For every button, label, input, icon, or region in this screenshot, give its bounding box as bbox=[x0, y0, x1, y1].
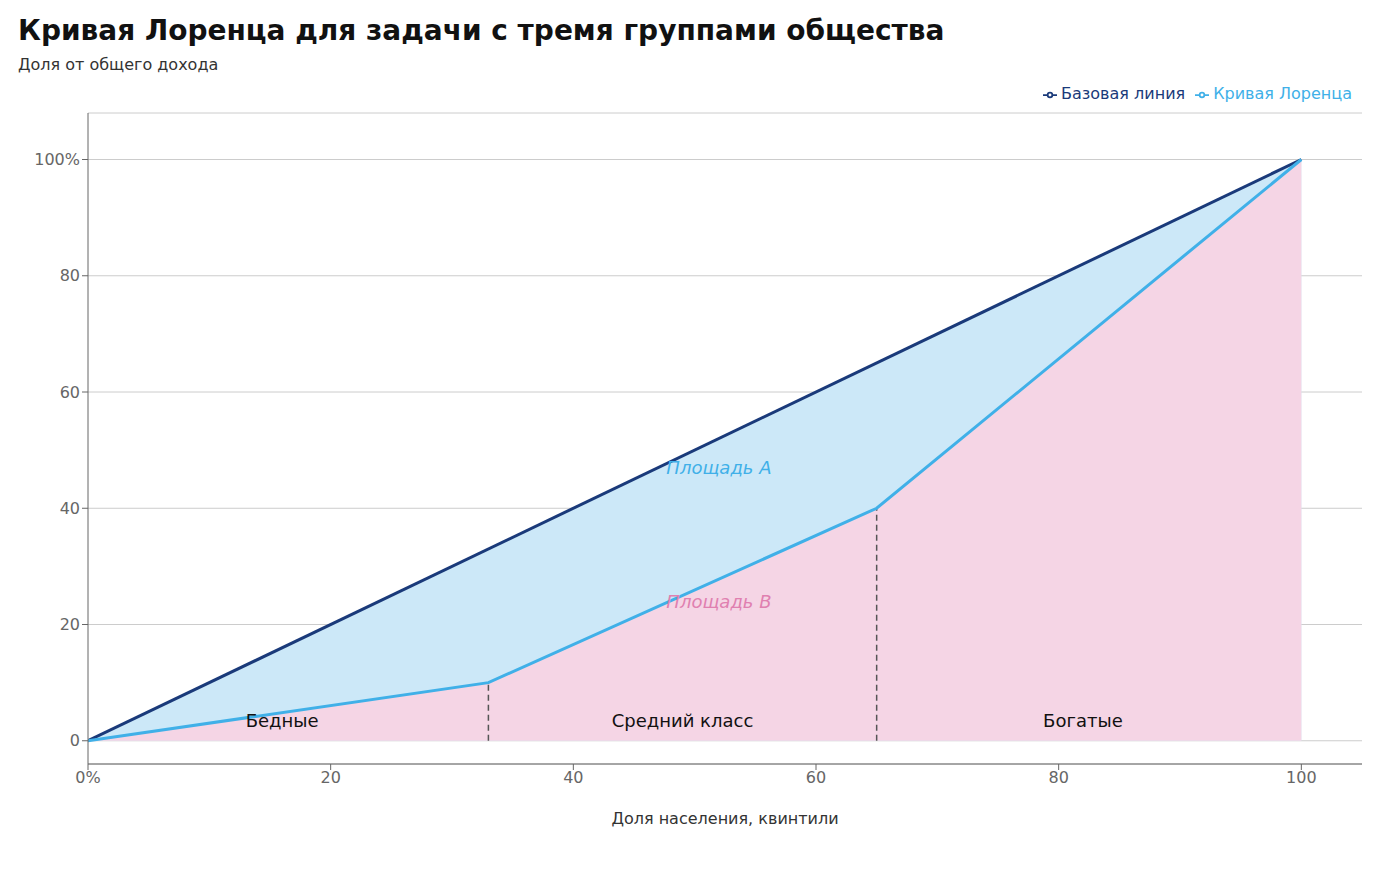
svg-text:Средний класс: Средний класс bbox=[612, 710, 754, 731]
svg-text:60: 60 bbox=[806, 768, 826, 787]
svg-text:20: 20 bbox=[320, 768, 340, 787]
svg-text:40: 40 bbox=[563, 768, 583, 787]
svg-text:Бедные: Бедные bbox=[246, 710, 319, 731]
svg-text:80: 80 bbox=[60, 266, 80, 285]
svg-text:60: 60 bbox=[60, 383, 80, 402]
svg-text:Доля населения, квинтили: Доля населения, квинтили bbox=[611, 809, 838, 828]
html-text:Кривая Лоренца: Кривая Лоренца bbox=[1213, 84, 1352, 103]
svg-text:0%: 0% bbox=[75, 768, 100, 787]
html-text:Кривая Лоренца для задачи с тр: Кривая Лоренца для задачи с тремя группа… bbox=[18, 14, 945, 47]
svg-text:Богатые: Богатые bbox=[1043, 710, 1123, 731]
svg-text:Площадь А: Площадь А bbox=[666, 457, 771, 478]
svg-text:100%: 100% bbox=[34, 150, 80, 169]
svg-text:20: 20 bbox=[60, 615, 80, 634]
svg-text:80: 80 bbox=[1048, 768, 1068, 787]
html-text:Базовая линия: Базовая линия bbox=[1061, 84, 1186, 103]
svg-text:100: 100 bbox=[1286, 768, 1317, 787]
html-text:Доля от общего дохода: Доля от общего дохода bbox=[18, 55, 219, 74]
svg-text:40: 40 bbox=[60, 499, 80, 518]
svg-text:0: 0 bbox=[70, 731, 80, 750]
svg-text:Площадь В: Площадь В bbox=[666, 591, 771, 612]
